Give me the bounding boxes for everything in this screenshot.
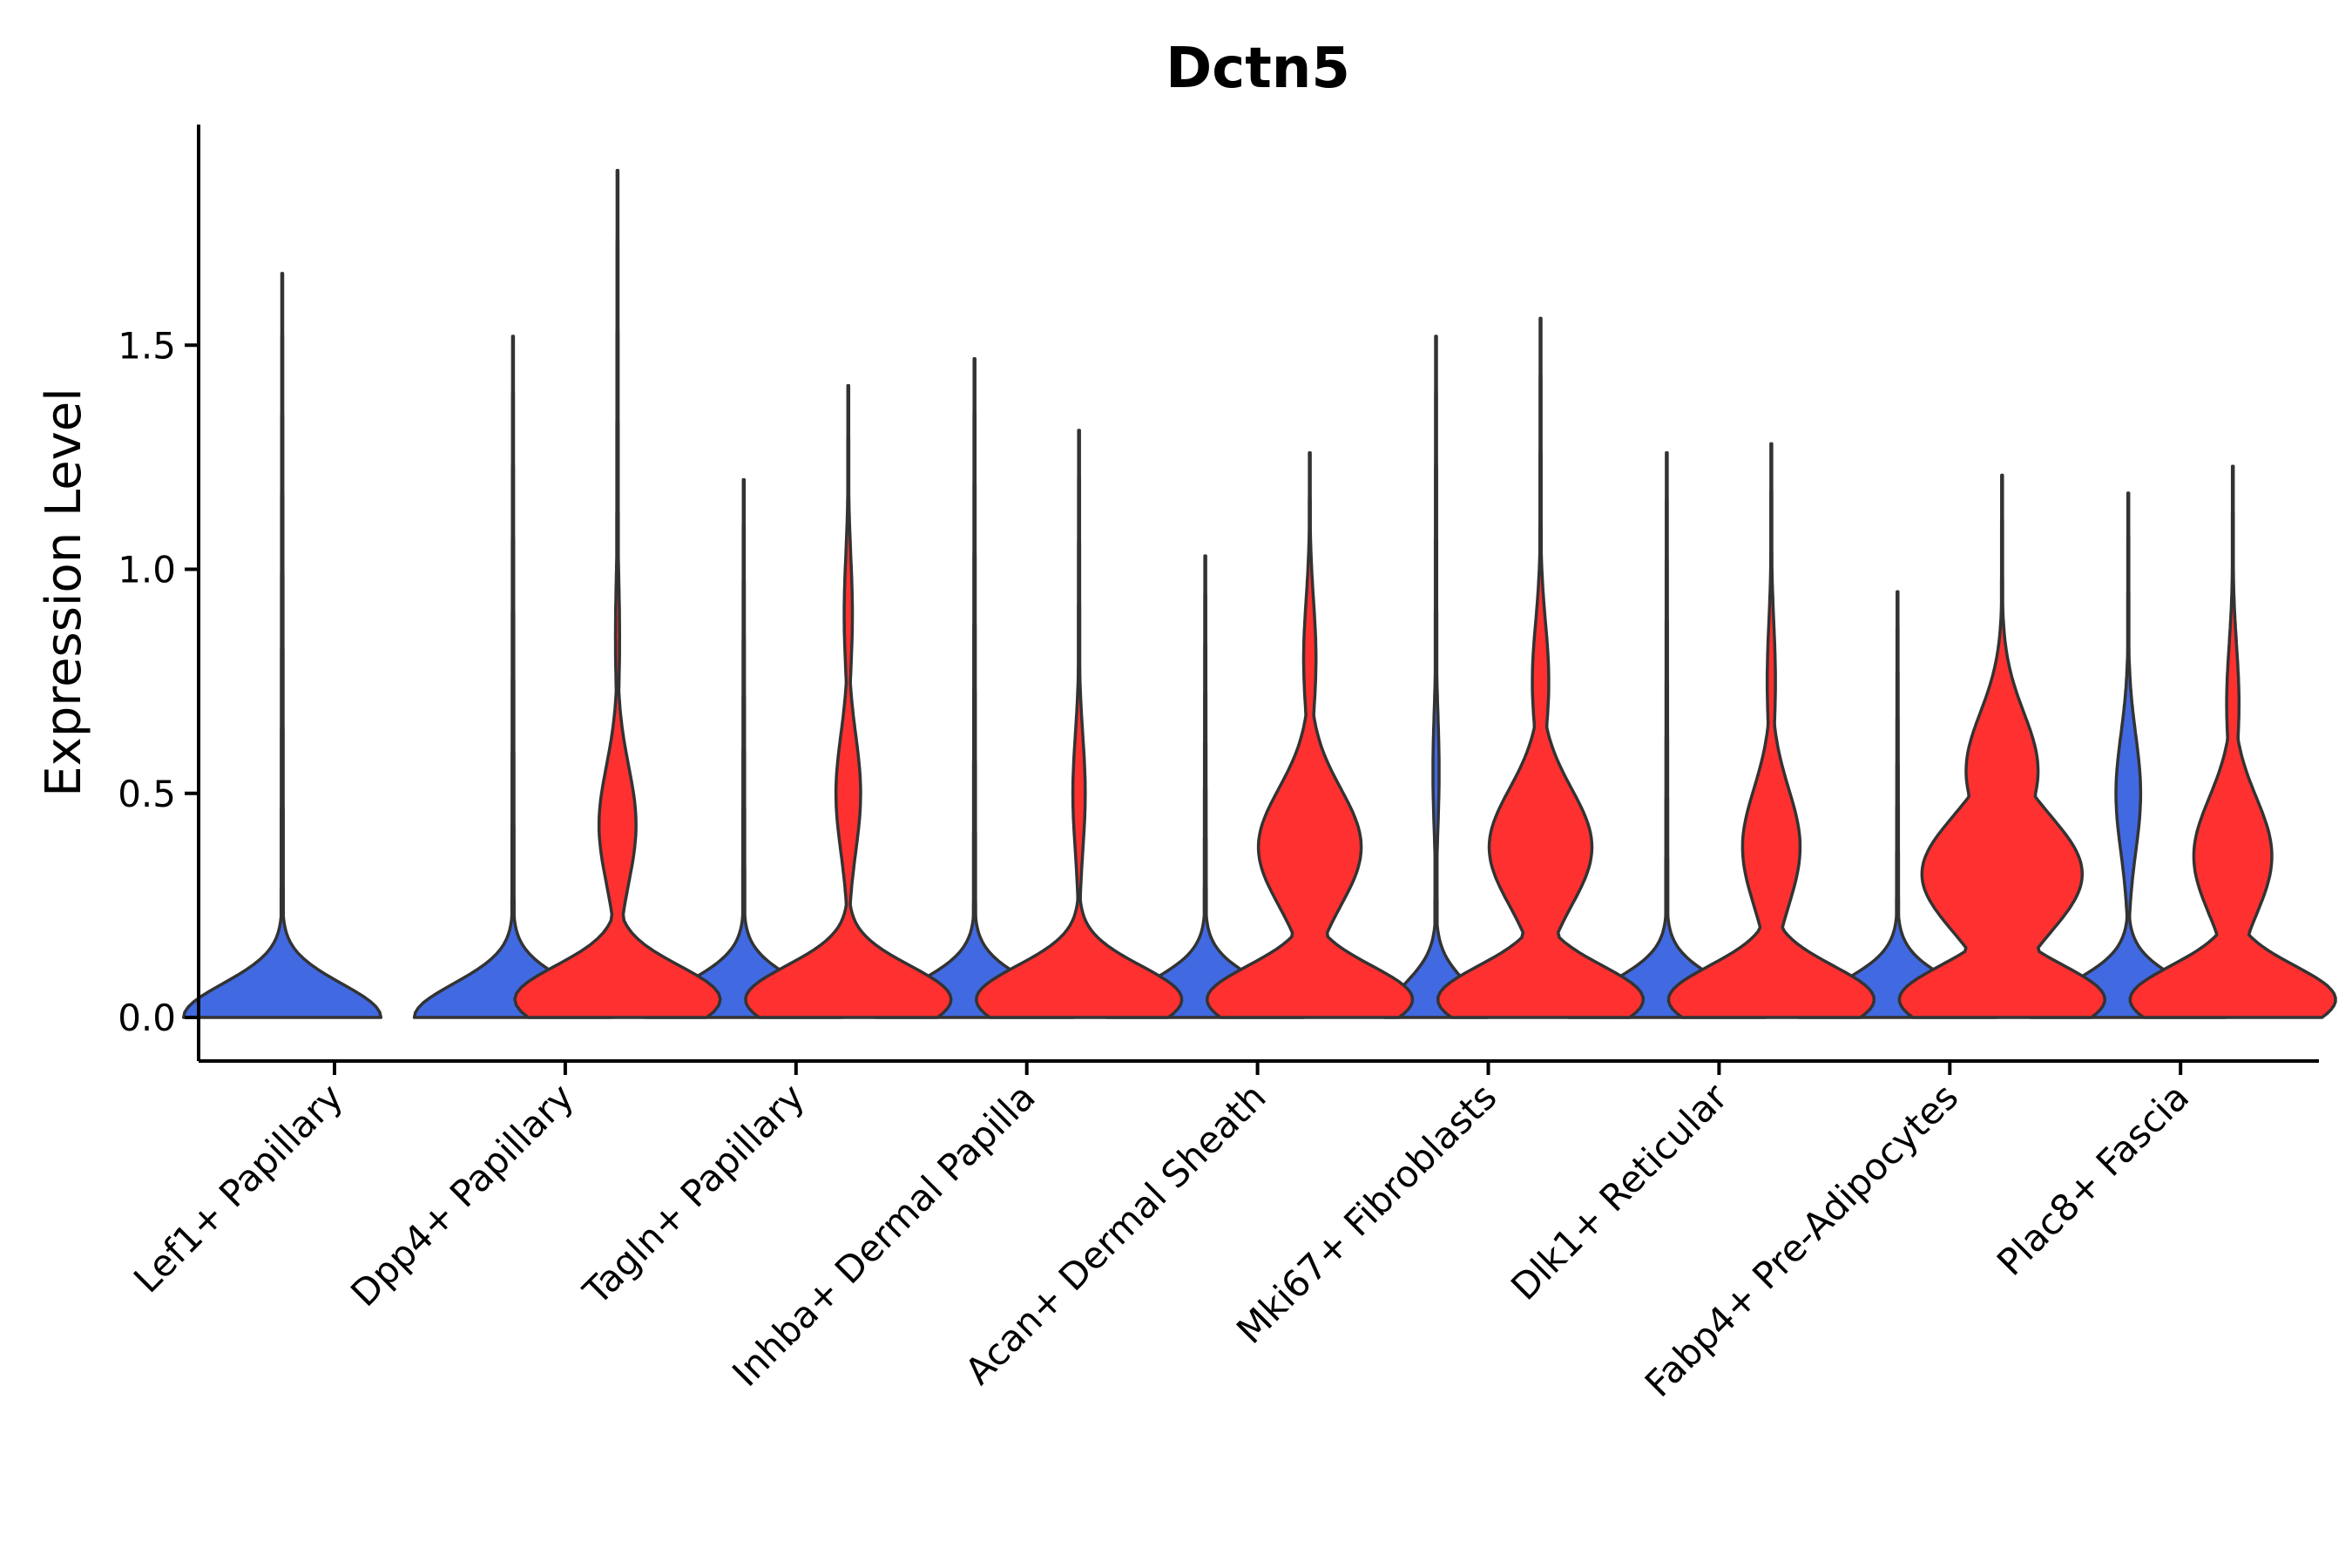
violin-right-4 xyxy=(975,429,1184,1019)
violin-right-3 xyxy=(744,383,953,1019)
violin-left-5 xyxy=(1105,554,1306,1019)
x-tick-label: Tagln+ Papillary xyxy=(574,1075,812,1313)
violins-layer xyxy=(181,168,2337,1019)
chart-title: Dctn5 xyxy=(1166,37,1350,101)
violin-left-1 xyxy=(181,272,383,1019)
y-tick-label: 1.0 xyxy=(118,549,176,591)
y-tick-label: 0.0 xyxy=(118,997,176,1039)
violin-right-9 xyxy=(2128,464,2337,1019)
violin-right-5 xyxy=(1206,450,1415,1019)
y-axis-label: Expression Level xyxy=(36,388,92,797)
violin-right-8 xyxy=(1897,473,2106,1019)
violin-right-7 xyxy=(1666,442,1876,1019)
violin-right-2 xyxy=(513,168,722,1019)
violin-left-9 xyxy=(2029,491,2228,1019)
violin-left-7 xyxy=(1566,450,1767,1019)
y-tick-label: 1.5 xyxy=(118,324,176,367)
violin-left-3 xyxy=(643,477,844,1019)
x-tick-label: Dlk1+ Reticular xyxy=(1503,1075,1736,1308)
x-tick-label: Lef1+ Papillary xyxy=(125,1075,351,1301)
y-ticks: 0.0 0.5 1.0 1.5 xyxy=(118,324,199,1039)
y-tick-label: 0.5 xyxy=(118,773,176,815)
x-tick-label: Plac8+ Fascia xyxy=(1989,1075,2197,1283)
violin-left-6 xyxy=(1382,335,1490,1019)
violin-left-2 xyxy=(412,335,613,1019)
violin-left-4 xyxy=(874,356,1075,1019)
x-tick-label: Mki67+ Fibroblasts xyxy=(1228,1075,1504,1351)
x-tick-label: Dpp4+ Papillary xyxy=(342,1075,582,1315)
violin-right-6 xyxy=(1436,316,1646,1019)
violin-left-8 xyxy=(1797,590,1998,1019)
